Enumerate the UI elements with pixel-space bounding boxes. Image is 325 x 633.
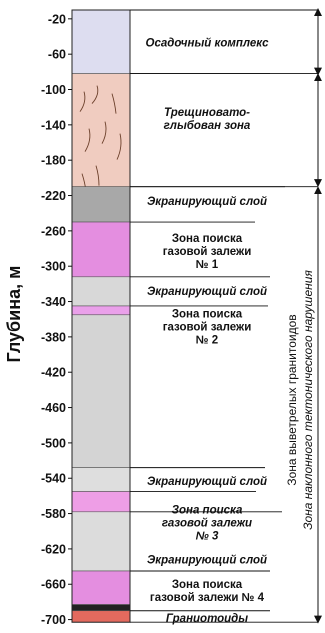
tick-label: -700 [41, 613, 66, 627]
tick-label: -180 [41, 154, 66, 168]
layer-3 [71, 186, 131, 223]
layer-4 [71, 221, 131, 278]
layer-label-line: газовой залежи [163, 246, 252, 258]
tick-label: -580 [41, 507, 66, 521]
crack-line [101, 121, 107, 144]
layer-13 [71, 610, 131, 623]
layer-7 [71, 314, 131, 468]
crack-line [91, 85, 99, 104]
tick-label: -500 [41, 436, 66, 450]
layer-label-line: Экранирующий слой [147, 196, 267, 208]
layer-label-line: Экранирующий слой [147, 286, 267, 298]
layers-group [71, 9, 131, 623]
layer-label-line: Зона поиска [172, 233, 243, 245]
layer-label-line: газовой залежи [162, 517, 252, 529]
layer-label-line: Экранирующий слой [147, 555, 267, 567]
column-outline [71, 9, 131, 623]
tick-label: -220 [41, 189, 66, 203]
layer-label-line: глыбован зона [164, 120, 251, 132]
layer-5 [71, 276, 131, 307]
tick-label: -260 [41, 224, 66, 238]
layer-label-line: Осадочный комплекс [146, 38, 270, 50]
layer-label-line: Экранирующий слой [147, 476, 267, 488]
layer-11 [71, 570, 131, 605]
layer-12 [71, 604, 131, 612]
tick-label: -420 [41, 366, 66, 380]
side-label-tectonic-fault: Зона наклонного тектонического нарушения [301, 270, 315, 530]
tick-label: -620 [41, 542, 66, 556]
layer-label-line: Зона поиска [172, 504, 243, 516]
y-axis-label: Глубина, м [4, 266, 24, 363]
crack-line [95, 165, 100, 186]
brackets-group [130, 8, 322, 624]
tick-label: -660 [41, 578, 66, 592]
tick-label: -60 [48, 48, 66, 62]
layer-6 [71, 305, 131, 316]
layer-2 [71, 73, 131, 187]
layer-8 [71, 467, 131, 492]
layer-label-line: № 2 [196, 334, 218, 346]
crack-line [84, 128, 91, 152]
layer-labels-group: Осадочный комплекс Трещиновато-глыбован з… [130, 9, 285, 625]
layer-1 [71, 9, 131, 74]
tick-label: -460 [41, 401, 66, 415]
crack-line [79, 91, 86, 112]
tick-label: -540 [41, 472, 66, 486]
ticks-group: -20 -60 -100 -140 -180 -220 -260 -300 -340 -380 -4… [41, 12, 72, 627]
layer-9 [71, 491, 131, 513]
tick-label: -100 [41, 83, 66, 97]
tick-label: -20 [48, 12, 66, 26]
layer-label-line: газовой залежи № 4 [150, 592, 265, 604]
layer-label-line: № 1 [196, 259, 219, 271]
side-label-weathered-granitoids: Зона выветрелых гранитоидов [285, 314, 299, 485]
layer-10 [71, 511, 131, 572]
tick-label: -300 [41, 260, 66, 274]
tick-label: -140 [41, 118, 66, 132]
crack-line [111, 93, 117, 114]
layer-label-line: Граниотоиды [166, 613, 248, 625]
layer-label-line: Зона поиска [172, 579, 243, 591]
tick-label: -340 [41, 295, 66, 309]
crack-line [116, 133, 122, 160]
layer-label-line: Зона поиска [172, 308, 243, 320]
layer-label-line: Трещиновато- [164, 107, 250, 119]
layer-label-line: газовой залежи [163, 321, 252, 333]
tick-label: -380 [41, 330, 66, 344]
layer-label-line: № 3 [196, 530, 219, 542]
